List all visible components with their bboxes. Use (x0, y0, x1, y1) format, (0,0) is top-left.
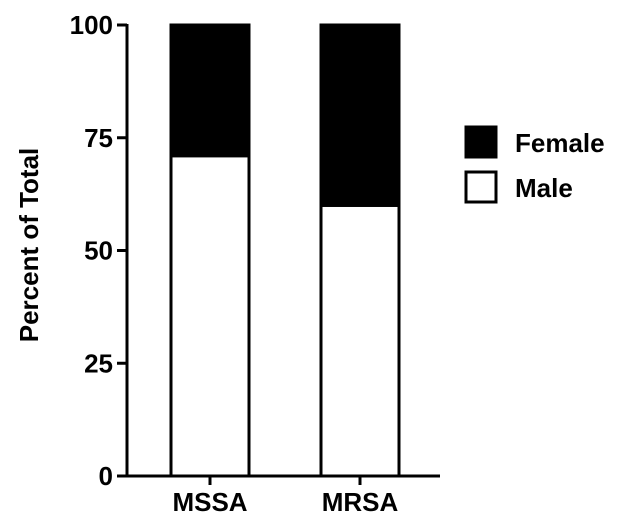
x-tick-label: MSSA (172, 487, 247, 517)
legend-label-female: Female (515, 128, 605, 158)
y-tick-label: 50 (84, 236, 113, 266)
legend: Female Male (464, 125, 605, 204)
y-tick-label: 25 (84, 348, 113, 378)
y-tick-label: 75 (84, 123, 113, 153)
y-axis-title: Percent of Total (14, 148, 44, 343)
y-tick-label: 100 (70, 10, 113, 40)
x-tick-label: MRSA (322, 487, 399, 517)
legend-label-male: Male (515, 173, 573, 203)
bar-mssa-female (169, 23, 251, 158)
bar-mrsa-female (319, 23, 401, 207)
y-tick-label: 0 (99, 461, 113, 491)
bars (169, 23, 401, 478)
legend-swatch-male (464, 170, 498, 204)
labels: 0 25 50 75 100 MSSA MRSA Percent of Total (14, 10, 398, 517)
bar-mrsa-male (319, 203, 401, 478)
bar-mssa-male (169, 154, 251, 478)
legend-swatch-female (464, 125, 498, 159)
